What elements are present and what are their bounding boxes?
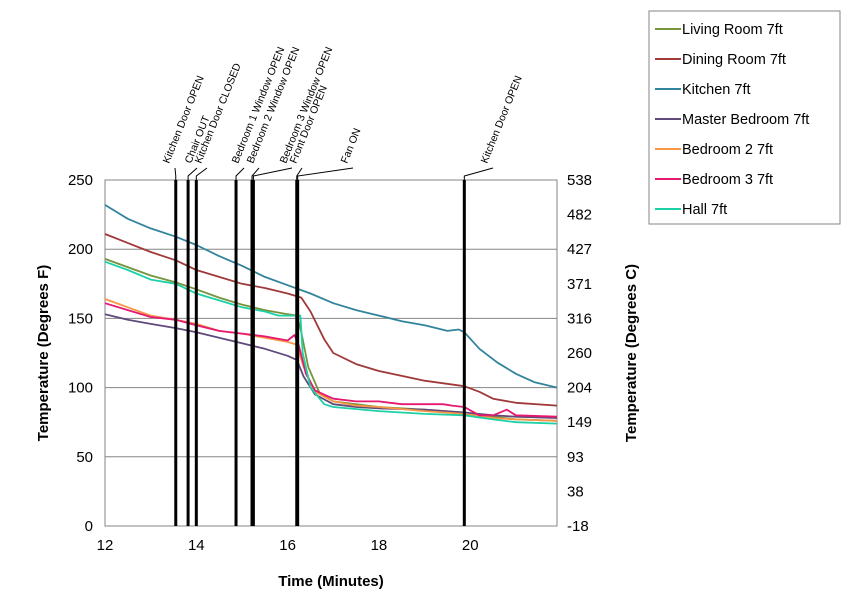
x-tick-label: 18 [371, 537, 388, 554]
legend-label: Hall 7ft [682, 202, 727, 218]
x-axis-title: Time (Minutes) [278, 573, 384, 590]
x-tick-label: 14 [188, 537, 205, 554]
y-tick-label: 200 [68, 241, 93, 258]
y-right-tick-label: 204 [567, 380, 592, 397]
event-leader [174, 167, 177, 180]
y-axis-title-right: Temperature (Degrees C) [623, 264, 640, 442]
event-leader [296, 167, 303, 180]
event-leader [297, 167, 354, 180]
event-leader [195, 167, 208, 180]
legend-label: Living Room 7ft [682, 22, 783, 38]
y-right-tick-label: 427 [567, 241, 592, 258]
x-tick-label: 16 [279, 537, 296, 554]
legend-box [648, 10, 841, 225]
legend-label: Bedroom 3 7ft [682, 172, 773, 188]
y-right-tick-label: -18 [567, 518, 589, 535]
x-axis-ticks: 12 14 16 18 20 [97, 537, 479, 554]
y-right-tick-label: 260 [567, 345, 592, 362]
series-line [104, 302, 558, 418]
y-right-tick-label: 371 [567, 276, 592, 293]
plot-area [104, 179, 558, 527]
y-right-tick-label: 482 [567, 207, 592, 224]
event-leader [463, 167, 494, 180]
y-axis-title-left: Temperature (Degrees F) [35, 265, 52, 441]
event-label: Fan ON [339, 127, 364, 166]
event-leader [187, 167, 198, 180]
event-label: Kitchen Door OPEN [479, 74, 525, 165]
y-right-tick-label: 538 [567, 172, 592, 189]
y-right-tick-label: 93 [567, 449, 584, 466]
y-tick-label: 250 [68, 172, 93, 189]
y-tick-label: 150 [68, 310, 93, 327]
y-axis-left-ticks: 0 50 100 150 200 250 [68, 172, 93, 535]
series-line [104, 233, 558, 407]
x-tick-label: 12 [97, 537, 114, 554]
event-leader [235, 167, 245, 180]
y-right-tick-label: 149 [567, 414, 592, 431]
series-line [104, 204, 558, 389]
y-tick-label: 100 [68, 380, 93, 397]
y-tick-label: 0 [85, 518, 93, 535]
event-leader [252, 167, 293, 180]
series-line [104, 260, 558, 425]
x-tick-label: 20 [462, 537, 479, 554]
y-axis-right-ticks: -18 38 93 149 204 260 316 371 427 482 538 [567, 172, 592, 535]
gridlines [105, 179, 557, 527]
legend-label: Master Bedroom 7ft [682, 112, 809, 128]
legend-label: Dining Room 7ft [682, 52, 786, 68]
legend-label: Kitchen 7ft [682, 82, 751, 98]
y-right-tick-label: 316 [567, 310, 592, 327]
y-right-tick-label: 38 [567, 483, 584, 500]
legend: Living Room 7ft Dining Room 7ft Kitchen 7f… [648, 10, 841, 225]
series-line [104, 313, 558, 419]
series-lines [104, 204, 558, 425]
y-tick-label: 50 [76, 449, 93, 466]
event-leader [251, 167, 260, 180]
legend-label: Bedroom 2 7ft [682, 142, 773, 158]
